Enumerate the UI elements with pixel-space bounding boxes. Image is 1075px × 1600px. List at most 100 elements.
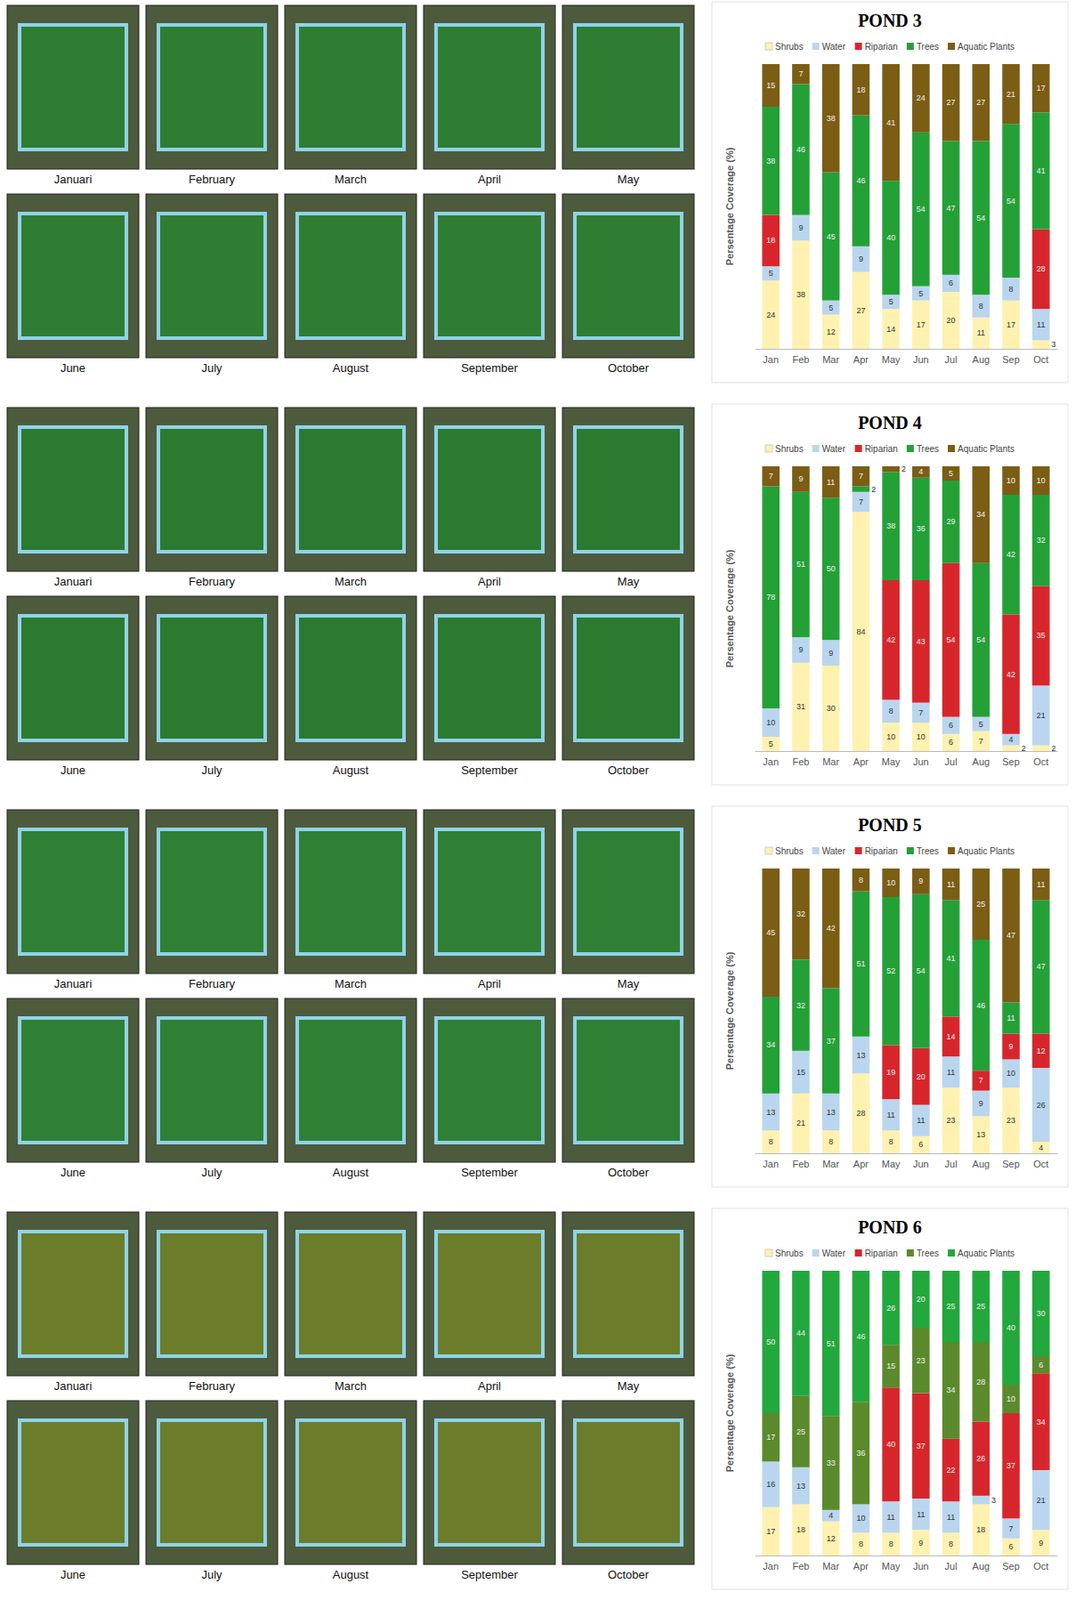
- tick-label: Apr: [853, 354, 869, 365]
- photo: [562, 596, 695, 760]
- bar-segment: [942, 734, 961, 752]
- photo-label: April: [477, 172, 502, 186]
- photo: [284, 407, 417, 572]
- bar-segment: [942, 1270, 961, 1342]
- tick-label: Sep: [1002, 1560, 1020, 1572]
- photo: [145, 407, 278, 572]
- bar-segment: [761, 466, 780, 486]
- bar-segment: [822, 1270, 841, 1416]
- data-label: 12: [826, 1534, 836, 1544]
- chart-title: POND 6: [857, 1217, 922, 1237]
- tick-label: Oct: [1033, 1158, 1049, 1170]
- tick-label: Jul: [945, 1560, 958, 1572]
- data-label: 13: [976, 1130, 986, 1140]
- data-label: 38: [826, 113, 836, 123]
- data-label: 23: [916, 1356, 926, 1366]
- photo-field: [158, 24, 266, 150]
- data-label: 14: [886, 324, 896, 334]
- legend-swatch: [947, 444, 955, 453]
- pond-row: JanuariFebruaryMarchAprilMayJuneJulyAugu…: [7, 1208, 1068, 1590]
- data-label: 5: [918, 289, 923, 299]
- legend-entry: Riparian: [855, 41, 898, 52]
- bar-segment: [822, 987, 841, 1093]
- legend-label: Aquatic Plants: [957, 846, 1015, 857]
- photo-field: [574, 1231, 682, 1357]
- bar-segment: [912, 722, 930, 752]
- bar-segment: [822, 172, 841, 301]
- bar-segment: [942, 64, 961, 141]
- photo: [284, 809, 417, 974]
- bar-segment: [942, 480, 961, 564]
- bar-segment: [792, 240, 810, 349]
- bar-segment: [912, 477, 930, 581]
- data-label: 9: [828, 648, 833, 658]
- bar-segment: [792, 492, 810, 638]
- tick-label: Mar: [822, 756, 840, 768]
- bar-segment: [1002, 1413, 1020, 1519]
- data-label: 24: [916, 93, 926, 103]
- photo: [562, 5, 695, 170]
- data-label: 37: [826, 1036, 836, 1046]
- tick-label: Oct: [1033, 354, 1049, 365]
- data-label: 10: [1006, 476, 1016, 485]
- data-label: 3: [991, 1495, 996, 1505]
- photo-label: May: [617, 1379, 640, 1393]
- data-label: 8: [858, 1539, 864, 1549]
- photo-field: [436, 24, 543, 150]
- data-label: 46: [856, 1332, 865, 1342]
- photo-label: April: [477, 574, 502, 589]
- legend-entry: Water: [812, 846, 847, 857]
- photo: [145, 1212, 278, 1376]
- data-label: 32: [1036, 535, 1046, 545]
- legend-swatch: [765, 847, 773, 855]
- photo-field: [574, 1420, 682, 1545]
- data-label: 27: [946, 97, 956, 107]
- tick: Mar: [822, 1153, 840, 1170]
- photo-field: [297, 1420, 405, 1545]
- bar-segment: [972, 466, 991, 564]
- data-label: 2: [871, 484, 876, 494]
- data-label: 18: [856, 85, 865, 95]
- photo: [423, 809, 556, 974]
- bar-segment: [792, 215, 810, 242]
- bar-segment: [761, 266, 780, 281]
- photo-field: [158, 1420, 266, 1545]
- tick: Apr: [853, 1555, 869, 1572]
- legend-entry: Water: [812, 1248, 847, 1259]
- tick: Feb: [792, 348, 809, 365]
- bar-segment: [852, 1073, 871, 1154]
- legend-entry: Shrubs: [765, 41, 804, 52]
- axis-line: [755, 1555, 1059, 1557]
- data-label: 6: [918, 1139, 923, 1149]
- data-label: 32: [796, 1001, 806, 1011]
- tick: Oct: [1033, 751, 1049, 768]
- chart-panel: [711, 806, 1068, 1188]
- bar-segment: [912, 1136, 930, 1154]
- photo-field: [574, 213, 682, 339]
- bar-segment: [1032, 685, 1051, 745]
- legend-entry: Riparian: [855, 1248, 898, 1259]
- data-label: 9: [1038, 1538, 1043, 1548]
- data-labels: 1716175018132544124335181036468114015269…: [766, 1294, 1046, 1552]
- x-axis: JanFebMarAprMayJunJulAugSepOct: [755, 1153, 1059, 1170]
- bar-segment: [1002, 300, 1020, 349]
- data-label: 11: [886, 1512, 895, 1522]
- bar-segment: [912, 64, 930, 133]
- bar-segment: [912, 894, 930, 1049]
- legend-entry: Riparian: [855, 444, 898, 454]
- data-label: 45: [766, 928, 776, 938]
- photo: [284, 1212, 417, 1376]
- photo: [562, 1212, 695, 1376]
- photo-label: May: [617, 172, 640, 186]
- bar-segment: [852, 1036, 871, 1075]
- tick-label: Jun: [913, 1560, 930, 1572]
- photo-field: [297, 427, 405, 552]
- bar-segment: [822, 466, 841, 498]
- legend-label: Aquatic Plants: [957, 1248, 1015, 1259]
- data-label: 33: [826, 1458, 836, 1468]
- bar-segment: [881, 722, 900, 752]
- tick: Sep: [1002, 1153, 1020, 1170]
- bar-segment: [822, 64, 841, 173]
- data-label: 14: [946, 1032, 956, 1042]
- tick: Jan: [762, 1555, 779, 1572]
